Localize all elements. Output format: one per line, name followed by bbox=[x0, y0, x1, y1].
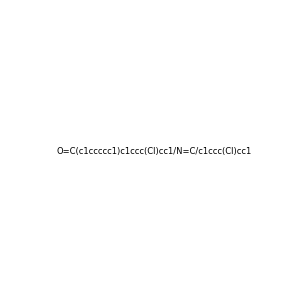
Text: O=C(c1ccccc1)c1ccc(Cl)cc1/N=C/c1ccc(Cl)cc1: O=C(c1ccccc1)c1ccc(Cl)cc1/N=C/c1ccc(Cl)c… bbox=[56, 147, 251, 156]
